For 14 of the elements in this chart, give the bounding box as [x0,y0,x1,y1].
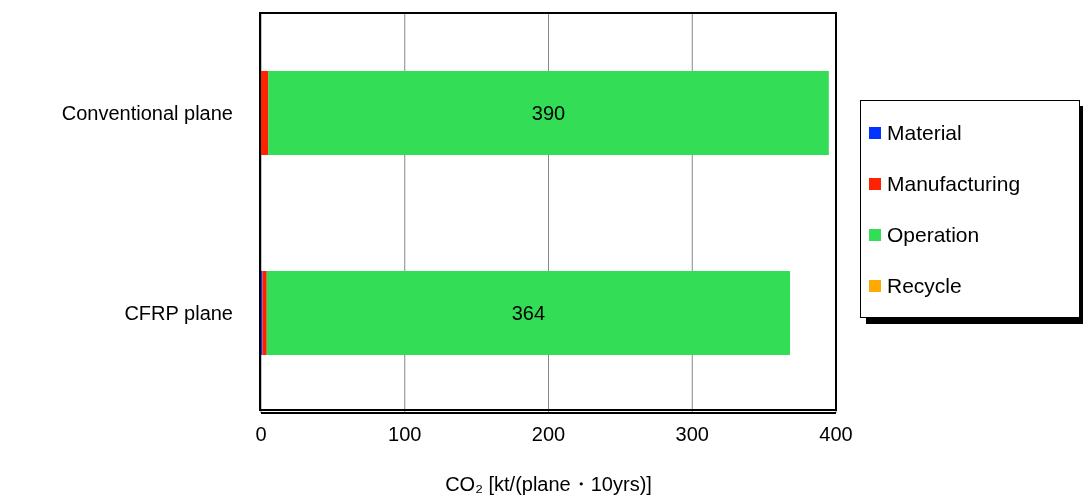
legend-label: Manufacturing [887,171,1021,196]
legend-label: Operation [887,222,980,247]
y-tick-label: Conventional plane [61,102,233,125]
y-tick-label: CFRP plane [124,302,233,325]
data-label: 390 [531,102,566,125]
x-tick-label: 100 [388,423,422,446]
x-axis-title: CO₂ [kt/(plane・10yrs)] [445,473,652,495]
x-tick-label: 400 [819,423,853,446]
data-label: 364 [511,302,546,325]
legend-label: Recycle [887,273,962,298]
x-tick-label: 0 [255,423,267,446]
legend-label: Material [887,120,962,145]
x-tick-label: 300 [675,423,709,446]
x-tick-label: 200 [531,423,566,446]
